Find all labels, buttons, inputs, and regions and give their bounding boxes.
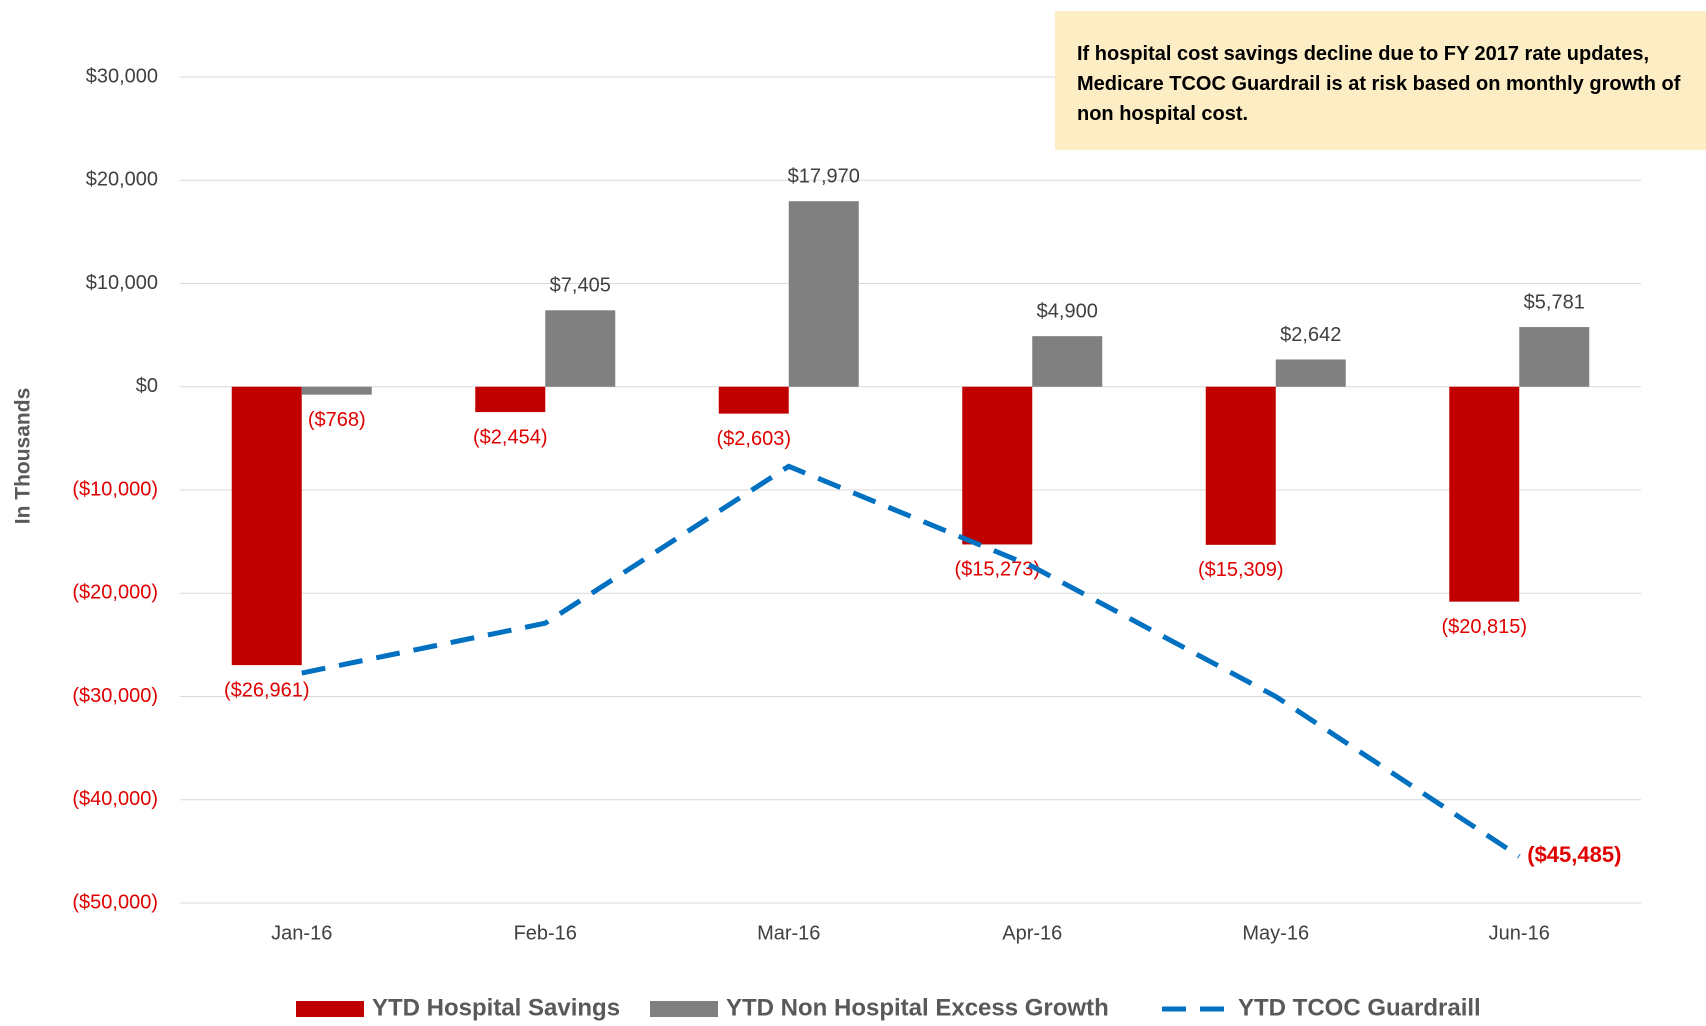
- x-tick-label: Feb-16: [514, 922, 577, 944]
- bar: [1449, 386, 1520, 602]
- data-label: ($26,961): [224, 679, 310, 701]
- line: [301, 463, 1521, 859]
- data-label: $2,642: [1280, 324, 1341, 346]
- y-tick-label: ($10,000): [72, 478, 158, 500]
- data-label: ($15,273): [954, 559, 1040, 581]
- data-label: ($768): [308, 409, 366, 431]
- data-label: ($2,603): [717, 428, 792, 450]
- x-tick-label: Jun-16: [1489, 922, 1550, 944]
- bar: [1032, 336, 1103, 387]
- bar: [301, 386, 372, 395]
- y-tick-label: ($30,000): [72, 685, 158, 707]
- x-tick-label: Jan-16: [271, 922, 332, 944]
- y-tick-label: ($40,000): [72, 788, 158, 810]
- y-tick-label: ($50,000): [72, 891, 158, 913]
- y-axis-label: In Thousands: [12, 388, 35, 525]
- bar: [545, 310, 616, 387]
- bar: [788, 201, 859, 387]
- legend-label: YTD Non Hospital Excess Growth: [726, 994, 1109, 1021]
- y-tick-label: $20,000: [86, 169, 158, 191]
- data-label: $17,970: [788, 165, 860, 187]
- bar: [475, 386, 546, 413]
- legend-swatch: [296, 1001, 364, 1017]
- x-tick-label: Mar-16: [757, 922, 820, 944]
- y-tick-label: $10,000: [86, 272, 158, 294]
- data-label: $5,781: [1524, 291, 1585, 313]
- bar: [1205, 386, 1276, 545]
- data-label: ($45,485): [1527, 842, 1621, 867]
- y-tick-label: ($20,000): [72, 582, 158, 604]
- bar: [718, 386, 789, 414]
- data-label: ($20,815): [1441, 616, 1527, 638]
- legend-label: YTD Hospital Savings: [372, 994, 620, 1021]
- legend-label: YTD TCOC Guardraill: [1238, 994, 1481, 1021]
- legend-swatch: [650, 1001, 718, 1017]
- y-tick-label: $0: [136, 375, 158, 397]
- data-label: ($2,454): [473, 426, 548, 448]
- bar: [231, 386, 302, 666]
- x-tick-label: May-16: [1242, 922, 1309, 944]
- data-label: $4,900: [1037, 300, 1098, 322]
- bar: [1275, 359, 1346, 387]
- x-tick-label: Apr-16: [1002, 922, 1062, 944]
- data-label: $7,405: [550, 275, 611, 297]
- annotation: If hospital cost savings decline due to …: [1055, 11, 1706, 150]
- bar: [962, 386, 1033, 545]
- bar: [1519, 327, 1590, 387]
- y-tick-label: $30,000: [86, 65, 158, 87]
- data-label: ($15,309): [1198, 559, 1284, 581]
